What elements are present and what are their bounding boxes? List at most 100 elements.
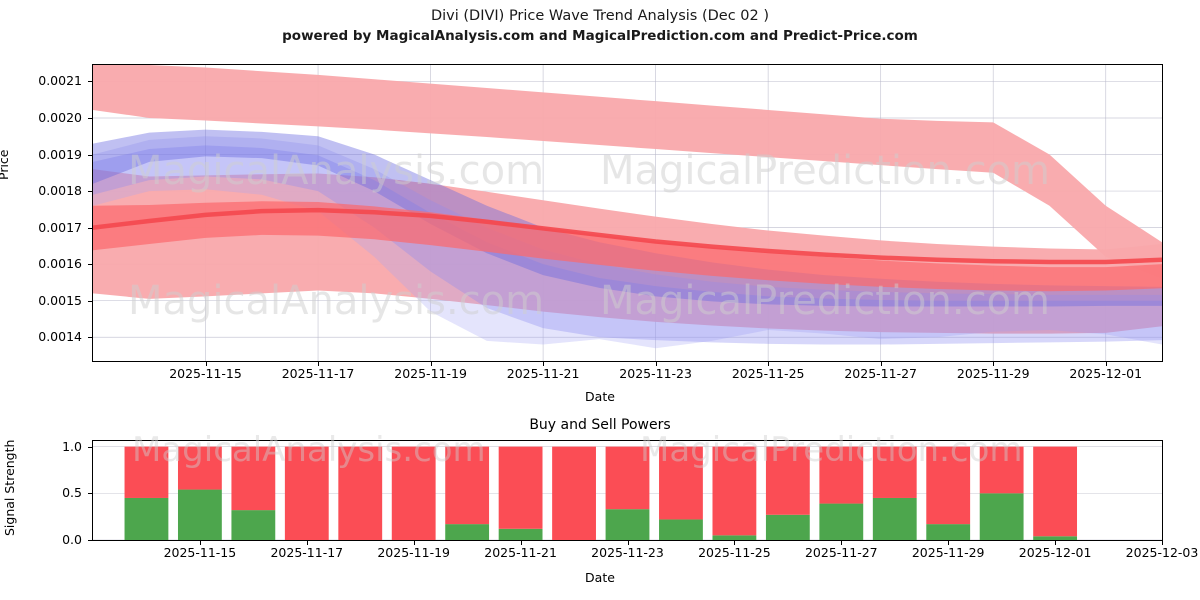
top-y-tickmark — [88, 264, 92, 266]
sell-power-bar — [391, 446, 436, 540]
top-y-tickmark — [88, 300, 92, 302]
sell-power-bar — [979, 446, 1024, 494]
sell-power-bar — [498, 446, 543, 529]
top-y-tickmark — [88, 191, 92, 193]
bottom-x-tickmark — [627, 541, 629, 545]
buy-power-bar — [872, 497, 917, 540]
bottom-x-tickmark — [199, 541, 201, 545]
top-x-tickmark — [543, 362, 545, 366]
bottom-x-tick-label: 2025-11-29 — [911, 545, 985, 560]
band-outer-upper-band — [93, 65, 1162, 279]
top-chart-x-axis-label: Date — [585, 389, 615, 404]
top-y-tick-label: 0.0020 — [38, 109, 82, 125]
sell-power-bar — [338, 446, 383, 540]
top-x-tickmark — [768, 362, 770, 366]
bottom-x-tick-label: 2025-11-21 — [484, 545, 557, 560]
buy-sell-powers-plot — [92, 440, 1163, 541]
sell-power-bar — [231, 446, 276, 511]
top-x-tick-label: 2025-11-19 — [394, 366, 467, 381]
top-y-tickmark — [88, 117, 92, 119]
title-block: Divi (DIVI) Price Wave Trend Analysis (D… — [0, 6, 1200, 46]
bottom-x-tick-label: 2025-11-27 — [804, 545, 878, 560]
top-x-tick-label: 2025-11-27 — [844, 366, 917, 381]
bottom-x-tickmark — [306, 541, 308, 545]
sell-power-bar — [765, 446, 810, 515]
band-inner-red-band — [93, 201, 1162, 292]
top-y-tick-label: 0.0017 — [38, 219, 82, 235]
top-y-tick-label: 0.0016 — [38, 256, 82, 272]
buy-power-bar — [926, 524, 971, 540]
bottom-x-tickmark — [1162, 541, 1163, 545]
sell-power-bar — [1033, 446, 1078, 537]
bottom-x-tickmark — [841, 541, 843, 545]
bottom-x-tick-label: 2025-12-01 — [1018, 545, 1092, 560]
top-x-tick-label: 2025-11-25 — [731, 366, 805, 381]
sell-power-bar — [177, 446, 222, 490]
top-y-tickmark — [88, 227, 92, 229]
sell-power-bar — [819, 446, 864, 504]
buy-power-bar — [979, 493, 1024, 540]
bottom-x-tick-label: 2025-11-17 — [270, 545, 344, 560]
bottom-y-tickmark — [88, 540, 92, 541]
buy-power-bar — [231, 510, 276, 540]
top-x-tickmark — [205, 362, 207, 366]
bottom-x-tickmark — [413, 541, 415, 545]
top-x-tickmark — [430, 362, 432, 366]
sell-power-bar — [712, 446, 757, 536]
top-x-tick-label: 2025-11-23 — [619, 366, 692, 381]
top-y-tick-label: 0.0014 — [38, 329, 82, 345]
bottom-x-tick-label: 2025-11-25 — [698, 545, 771, 560]
top-y-tickmark — [88, 154, 92, 156]
bottom-x-tickmark — [948, 541, 950, 545]
bottom-y-tickmark — [88, 446, 92, 448]
top-x-tick-label: 2025-11-17 — [281, 366, 355, 381]
bottom-x-tickmark — [734, 541, 736, 545]
buy-power-bar — [177, 489, 222, 540]
buy-power-bar — [819, 503, 864, 540]
bottom-chart-title: Buy and Sell Powers — [529, 417, 671, 433]
buy-power-bar — [712, 535, 757, 540]
page-title: Divi (DIVI) Price Wave Trend Analysis (D… — [430, 8, 770, 24]
bottom-x-tick-label: 2025-12-03 — [1125, 545, 1199, 560]
top-x-tickmark — [318, 362, 320, 366]
sell-power-bar — [284, 446, 329, 540]
top-x-tick-label: 2025-12-01 — [1069, 366, 1143, 381]
buy-power-bar — [498, 528, 543, 540]
top-x-tickmark — [655, 362, 657, 366]
buy-power-bar — [765, 514, 810, 540]
top-x-tickmark — [880, 362, 882, 366]
buy-power-bar — [445, 524, 490, 540]
buy-power-bar — [659, 519, 703, 540]
bottom-chart-x-axis-label: Date — [585, 570, 615, 585]
top-x-tick-label: 2025-11-15 — [169, 366, 242, 381]
bottom-y-tick-label: 0.5 — [62, 485, 82, 501]
sell-power-bar — [926, 446, 971, 525]
top-y-tick-label: 0.0019 — [38, 146, 82, 162]
band-blue-widest-band — [93, 136, 1162, 349]
bottom-x-tick-label: 2025-11-23 — [591, 545, 664, 560]
page-subtitle: powered by MagicalAnalysis.com and Magic… — [282, 28, 918, 44]
top-x-tickmark — [1105, 362, 1107, 366]
bottom-x-tickmark — [1055, 541, 1057, 545]
sell-power-bar — [659, 446, 703, 520]
sell-power-bar — [124, 446, 169, 498]
buy-power-bar — [124, 497, 169, 540]
sell-power-bar — [605, 446, 650, 510]
bottom-x-tick-label: 2025-11-15 — [163, 545, 237, 560]
bottom-x-tickmark — [520, 541, 522, 545]
bottom-y-tick-label: 1.0 — [62, 438, 82, 454]
top-y-tickmark — [88, 337, 92, 339]
sell-power-bar — [552, 446, 596, 540]
buy-power-bar — [605, 509, 650, 540]
top-x-tickmark — [993, 362, 995, 366]
band-blue-lower-band — [93, 145, 1162, 345]
bottom-x-tick-label: 2025-11-19 — [377, 545, 451, 560]
bottom-y-tick-label: 0.0 — [62, 532, 82, 547]
top-y-tick-label: 0.0018 — [38, 183, 82, 199]
sell-power-bar — [872, 446, 917, 498]
top-x-tick-label: 2025-11-21 — [506, 366, 580, 381]
price-wave-plot — [92, 64, 1163, 362]
top-y-tickmark — [88, 81, 92, 83]
top-x-tick-label: 2025-11-29 — [956, 366, 1030, 381]
